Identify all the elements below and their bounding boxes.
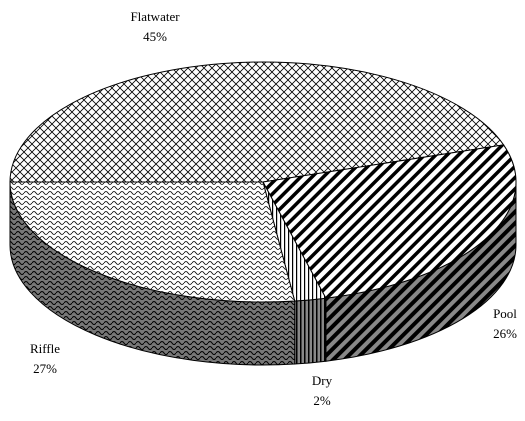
pie-slice: [262, 144, 517, 299]
slice-label: Pool: [493, 306, 517, 321]
pie-slice: [9, 181, 296, 303]
labels: Flatwater 45% Pool 26% Dry 2% Riffle 27%: [30, 9, 517, 408]
pie-tops: [9, 61, 517, 303]
slice-value-label: 27%: [33, 361, 57, 376]
slice-value-label: 2%: [313, 393, 331, 408]
slice-value-label: 26%: [493, 326, 517, 341]
pie-slice: [9, 61, 505, 183]
pie-sides: [9, 181, 517, 366]
slice-label: Dry: [312, 373, 333, 388]
slice-label: Flatwater: [130, 9, 180, 24]
slice-value-label: 45%: [143, 29, 167, 44]
slice-label: Riffle: [30, 341, 60, 356]
pie-side: [294, 297, 327, 365]
